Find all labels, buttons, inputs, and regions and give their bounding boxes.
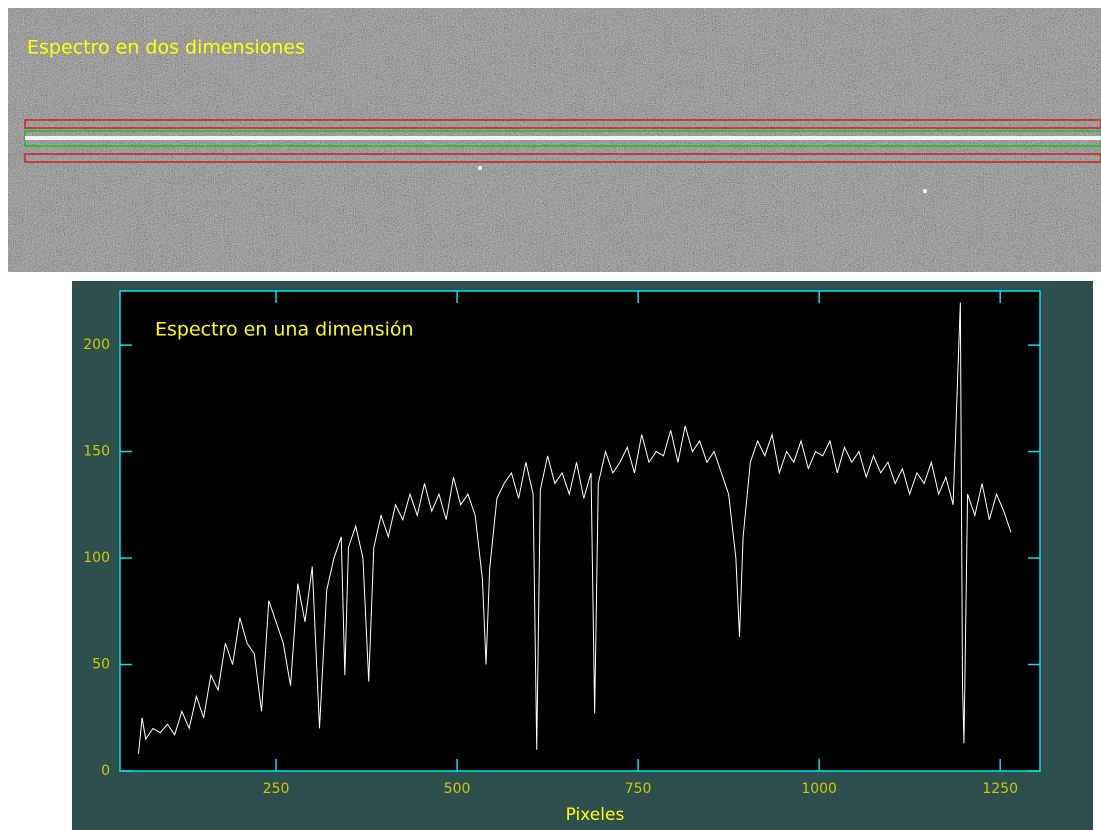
chart-title: Espectro en una dimensión <box>155 319 414 341</box>
y-tick-label: 50 <box>92 657 110 673</box>
x-tick-label: 750 <box>625 781 652 797</box>
x-tick-label: 1000 <box>801 781 837 797</box>
image-label: Espectro en dos dimensiones <box>27 37 305 59</box>
y-tick-label: 0 <box>101 763 110 779</box>
y-tick-label: 150 <box>83 444 110 460</box>
chart: 250 500 750 1000 1250 0 50 100 150 200 <box>83 291 1040 797</box>
x-tick-label: 1250 <box>982 781 1018 797</box>
background-region <box>24 153 1101 163</box>
x-axis-label: Pixeles <box>566 805 625 825</box>
x-tick-label: 250 <box>263 781 290 797</box>
background-region <box>24 119 1101 129</box>
spectrum-line <box>137 302 1012 755</box>
star <box>923 189 927 193</box>
spectrum-trace <box>25 136 1101 140</box>
plot-area <box>119 290 1041 772</box>
y-tick-label: 100 <box>83 550 110 566</box>
two-d-spectrum: Espectro en dos dimensiones <box>8 8 1101 272</box>
star <box>478 166 482 170</box>
x-tick-label: 500 <box>444 781 471 797</box>
y-tick-label: 200 <box>83 337 110 353</box>
